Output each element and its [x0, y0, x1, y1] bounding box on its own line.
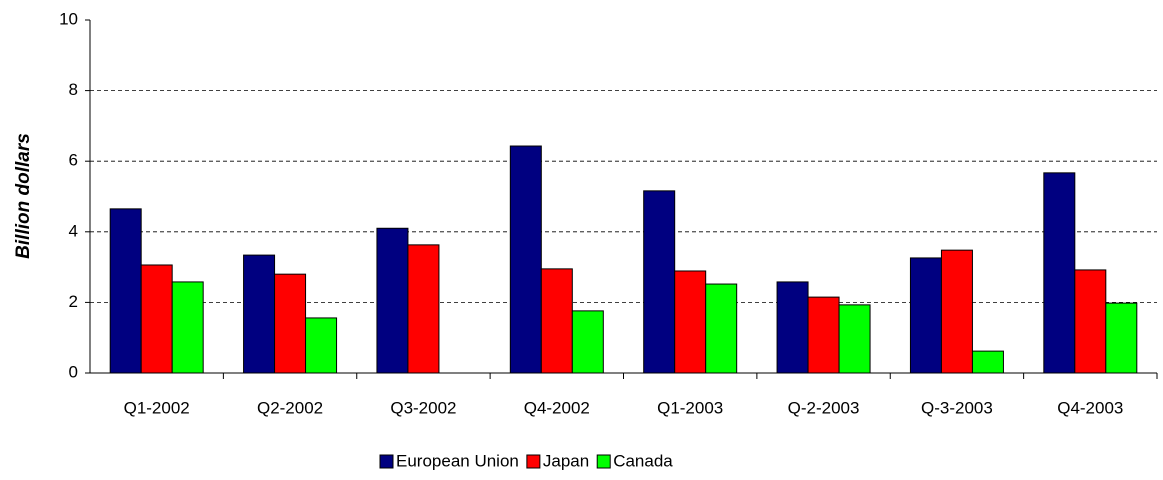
bar: [1105, 302, 1138, 374]
y-tick-label: 10: [59, 9, 78, 28]
y-tick-label: 8: [69, 80, 78, 99]
legend-swatch: [596, 454, 611, 469]
bar: [1043, 172, 1076, 374]
x-tick-label: Q3-2002: [390, 398, 456, 417]
bar: [109, 208, 142, 374]
bar: [776, 281, 809, 374]
x-tick-label: Q1-2002: [124, 398, 190, 417]
bar: [171, 281, 204, 374]
bar: [909, 257, 942, 374]
bar: [940, 249, 973, 374]
legend-swatch: [379, 454, 394, 469]
x-tick-label: Q2-2002: [257, 398, 323, 417]
x-tick-label: Q-3-2003: [921, 398, 993, 417]
legend-swatch: [526, 454, 541, 469]
bar: [643, 190, 676, 374]
bar: [838, 304, 871, 374]
bar: [305, 317, 338, 374]
y-tick-label: 0: [69, 362, 78, 381]
bar: [243, 254, 276, 374]
x-tick-label: Q4-2003: [1057, 398, 1123, 417]
bar: [376, 227, 409, 374]
legend-label: Japan: [543, 451, 589, 470]
x-tick-label: Q4-2002: [524, 398, 590, 417]
y-axis-label: Billion dollars: [13, 133, 34, 259]
y-tick-label: 4: [69, 221, 78, 240]
bar: [1074, 269, 1107, 374]
legend-label: Canada: [613, 451, 673, 470]
bar: [571, 310, 604, 374]
legend-label: European Union: [396, 451, 519, 470]
y-tick-label: 2: [69, 292, 78, 311]
bar: [509, 145, 542, 374]
x-tick-label: Q1-2003: [657, 398, 723, 417]
bar: [674, 270, 707, 374]
y-tick-label: 6: [69, 151, 78, 170]
bar: [540, 268, 573, 374]
x-tick-label: Q-2-2003: [788, 398, 860, 417]
bar: [971, 350, 1004, 374]
bar: [407, 244, 440, 374]
bar: [274, 273, 307, 374]
bar: [807, 296, 840, 374]
bar: [140, 264, 173, 374]
bar: [705, 283, 738, 374]
